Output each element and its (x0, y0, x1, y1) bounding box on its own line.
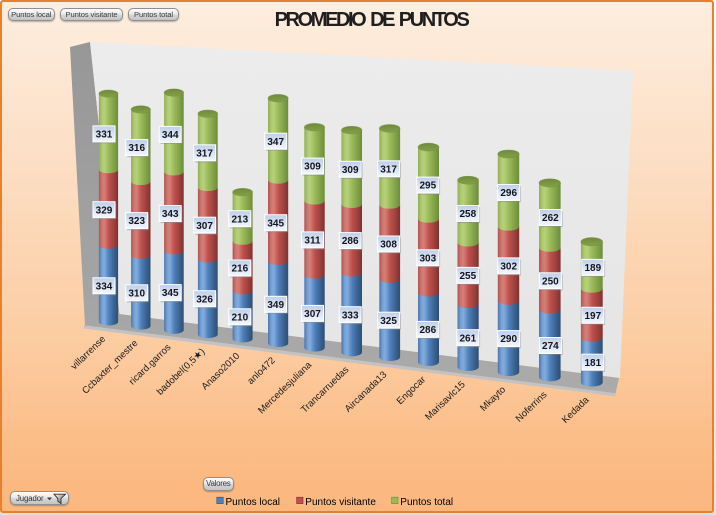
svg-text:anlo472: anlo472 (245, 355, 277, 387)
svg-text:311: 311 (304, 236, 321, 247)
svg-text:Marisavlc15: Marisavlc15 (423, 379, 467, 422)
svg-text:262: 262 (542, 213, 559, 224)
svg-text:Puntos total: Puntos total (400, 497, 453, 508)
svg-text:250: 250 (542, 276, 559, 287)
svg-text:295: 295 (419, 181, 436, 192)
svg-text:309: 309 (342, 165, 359, 176)
svg-text:290: 290 (500, 334, 517, 345)
svg-text:210: 210 (231, 312, 248, 323)
svg-text:181: 181 (584, 358, 601, 369)
svg-text:308: 308 (380, 240, 397, 251)
svg-text:274: 274 (542, 341, 559, 352)
svg-text:310: 310 (128, 288, 145, 299)
svg-text:216: 216 (231, 264, 248, 275)
svg-text:333: 333 (342, 310, 359, 321)
svg-text:331: 331 (96, 130, 113, 141)
svg-text:345: 345 (267, 218, 284, 229)
svg-text:317: 317 (380, 164, 397, 175)
svg-text:344: 344 (162, 130, 179, 141)
svg-text:334: 334 (96, 281, 113, 292)
svg-text:Kedada: Kedada (560, 394, 592, 425)
svg-text:Noferrins: Noferrins (514, 389, 550, 424)
svg-text:316: 316 (128, 143, 145, 154)
svg-text:Anaso2010: Anaso2010 (200, 351, 243, 393)
svg-text:345: 345 (162, 288, 179, 299)
svg-text:286: 286 (419, 325, 436, 336)
svg-text:303: 303 (419, 253, 436, 264)
svg-text:326: 326 (196, 294, 213, 305)
svg-text:307: 307 (196, 221, 213, 232)
svg-text:286: 286 (342, 236, 359, 247)
svg-text:317: 317 (196, 148, 213, 159)
svg-text:296: 296 (500, 188, 517, 199)
svg-text:343: 343 (162, 209, 179, 220)
svg-text:Mkayto: Mkayto (478, 384, 508, 413)
svg-text:Puntos local: Puntos local (226, 497, 280, 508)
svg-text:325: 325 (380, 316, 397, 327)
svg-text:Puntos visitante: Puntos visitante (305, 497, 376, 508)
svg-text:323: 323 (128, 216, 145, 227)
svg-text:309: 309 (304, 162, 321, 173)
svg-text:349: 349 (267, 300, 284, 311)
svg-text:329: 329 (96, 205, 113, 216)
svg-text:189: 189 (584, 263, 601, 274)
svg-text:258: 258 (459, 209, 476, 220)
svg-text:302: 302 (500, 262, 517, 273)
svg-text:255: 255 (459, 271, 476, 282)
svg-text:307: 307 (304, 309, 321, 320)
svg-text:261: 261 (459, 333, 476, 344)
svg-text:347: 347 (267, 137, 284, 148)
svg-text:Engocar: Engocar (395, 374, 429, 407)
svg-text:213: 213 (231, 214, 248, 225)
svg-text:Aircanada13: Aircanada13 (343, 369, 389, 414)
svg-text:197: 197 (584, 311, 601, 322)
